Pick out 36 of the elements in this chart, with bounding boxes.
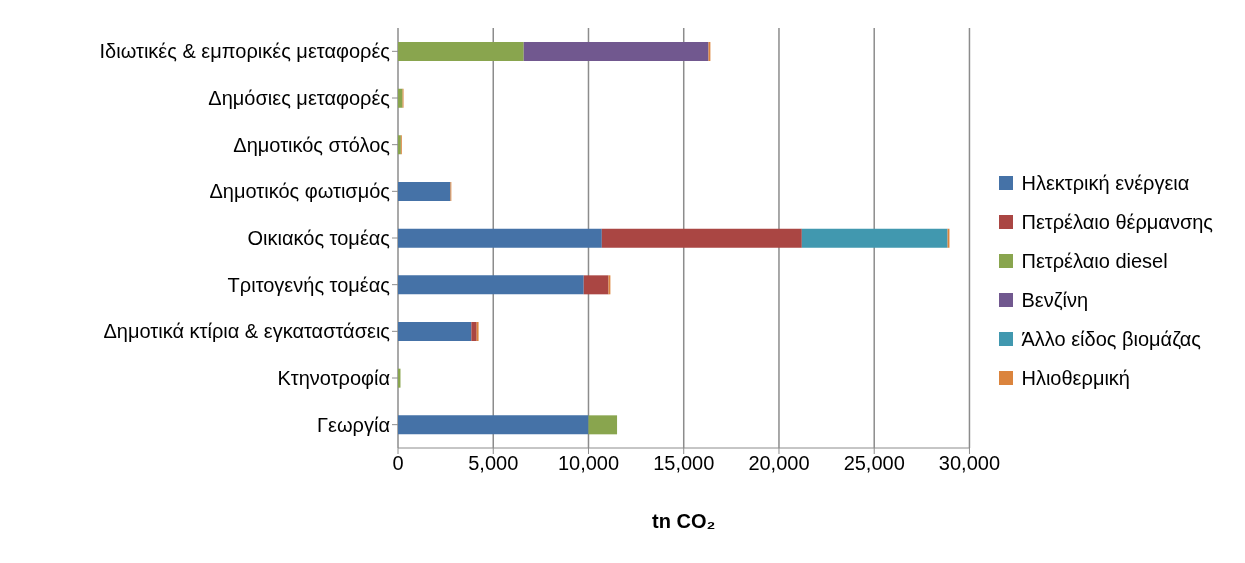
y-tick-label: Τριτογενής τομέας — [227, 273, 391, 296]
x-tick-label: 25,000 — [843, 452, 905, 475]
y-tick-label: Οικιακός τομέας — [247, 227, 391, 250]
bar — [398, 182, 451, 201]
bar — [601, 228, 802, 248]
bar — [398, 322, 472, 341]
legend-label: Ηλεκτρική ενέργεια — [1021, 171, 1190, 195]
legend-label: Βενζίνη — [1021, 288, 1089, 312]
bar — [398, 275, 584, 295]
y-tick-label: Δημοτικά κτίρια & εγκαταστάσεις — [103, 320, 391, 343]
x-tick-label: 0 — [392, 452, 404, 475]
x-axis-title: tn CO₂ — [652, 510, 716, 532]
bar — [588, 415, 618, 435]
bar — [523, 42, 709, 61]
y-tick-label: Δημόσιες μεταφορές — [208, 87, 391, 110]
bar — [583, 275, 609, 295]
bar — [801, 228, 948, 248]
y-tick-label: Κτηνοτροφία — [277, 367, 390, 390]
legend-label: Άλλο είδος βιομάζας — [1021, 327, 1201, 351]
legend-label: Πετρέλαιο diesel — [1021, 249, 1168, 273]
x-tick-label: 20,000 — [748, 452, 810, 475]
y-tick-label: Δημοτικός φωτισμός — [209, 180, 391, 203]
bar — [398, 228, 602, 248]
x-tick-label: 30,000 — [938, 452, 1001, 475]
bar — [471, 322, 477, 341]
x-tick-label: 15,000 — [653, 452, 715, 475]
bar — [398, 88, 403, 108]
x-tick-label: 5,000 — [468, 452, 519, 475]
y-tick-label: Δημοτικός στόλος — [233, 133, 391, 156]
bar — [398, 42, 524, 61]
y-tick-label: Γεωργία — [317, 413, 390, 436]
bar — [398, 415, 589, 435]
legend-label: Ηλιοθερμική — [1021, 366, 1130, 390]
y-tick-label: Ιδιωτικές & εμπορικές μεταφορές — [99, 40, 391, 63]
x-tick-label: 10,000 — [557, 452, 620, 475]
legend-label: Πετρέλαιο θέρμανσης — [1021, 210, 1213, 234]
